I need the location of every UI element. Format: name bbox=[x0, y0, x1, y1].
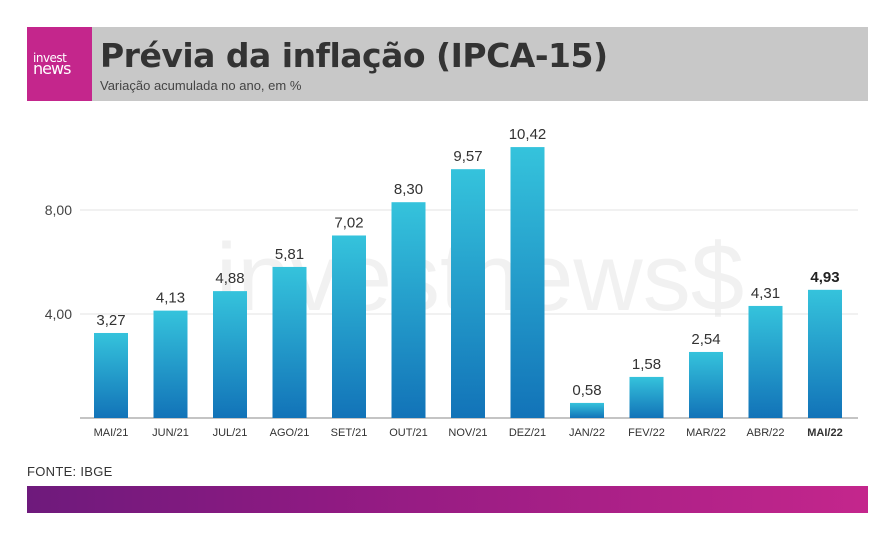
bar-jul-21 bbox=[213, 291, 247, 418]
bar-mar-22 bbox=[689, 351, 723, 418]
x-tick-label: AGO/21 bbox=[270, 427, 310, 439]
investnews-logo: invest news bbox=[27, 27, 92, 101]
bar-dez-21 bbox=[510, 147, 545, 418]
data-label: 2,54 bbox=[691, 331, 720, 348]
bar-fev-22 bbox=[629, 376, 664, 418]
bar-mai-22 bbox=[808, 289, 842, 418]
bar-jan-22 bbox=[570, 402, 604, 418]
chart-subtitle: Variação acumulada no ano, em % bbox=[100, 78, 302, 93]
y-tick-label: 8,00 bbox=[45, 202, 72, 218]
data-label: 9,57 bbox=[453, 148, 482, 165]
data-label: 7,02 bbox=[334, 214, 363, 231]
bar-nov-21 bbox=[451, 169, 485, 418]
x-tick-label: JUL/21 bbox=[213, 427, 248, 439]
data-label: 4,88 bbox=[215, 270, 244, 287]
bar-ago-21 bbox=[272, 266, 307, 418]
x-tick-label: DEZ/21 bbox=[509, 427, 546, 439]
data-label: 1,58 bbox=[632, 356, 661, 373]
x-tick-label: MAI/21 bbox=[94, 427, 129, 439]
data-label: 10,42 bbox=[509, 126, 547, 143]
chart-title: Prévia da inflação (IPCA-15) bbox=[100, 36, 608, 75]
x-tick-label: NOV/21 bbox=[448, 427, 487, 439]
logo-text-invest: invest bbox=[33, 51, 67, 65]
x-tick-label: MAI/22 bbox=[807, 427, 842, 439]
x-tick-label: JAN/22 bbox=[569, 427, 605, 439]
bar-abr-22 bbox=[748, 305, 783, 418]
x-tick-label: SET/21 bbox=[331, 427, 368, 439]
footer-gradient-bar bbox=[27, 486, 868, 513]
source-note: FONTE: IBGE bbox=[27, 464, 113, 479]
data-label: 3,27 bbox=[96, 312, 125, 329]
x-tick-label: FEV/22 bbox=[628, 427, 665, 439]
data-label: 4,93 bbox=[810, 269, 839, 286]
bar-set-21 bbox=[332, 235, 366, 418]
x-tick-label: ABR/22 bbox=[747, 427, 785, 439]
bar-out-21 bbox=[391, 202, 426, 418]
data-label: 5,81 bbox=[275, 246, 304, 263]
data-label: 4,31 bbox=[751, 285, 780, 302]
x-tick-label: OUT/21 bbox=[389, 427, 428, 439]
data-label: 0,58 bbox=[572, 382, 601, 399]
bar-jun-21 bbox=[153, 310, 188, 418]
y-tick-label: 4,00 bbox=[45, 306, 72, 322]
x-tick-label: MAR/22 bbox=[686, 427, 726, 439]
data-label: 8,30 bbox=[394, 181, 423, 198]
bar-mai-21 bbox=[94, 332, 128, 418]
data-label: 4,13 bbox=[156, 290, 185, 307]
header-banner: invest news Prévia da inflação (IPCA-15)… bbox=[27, 27, 868, 101]
x-tick-label: JUN/21 bbox=[152, 427, 189, 439]
logo-text-news: news bbox=[33, 59, 71, 78]
